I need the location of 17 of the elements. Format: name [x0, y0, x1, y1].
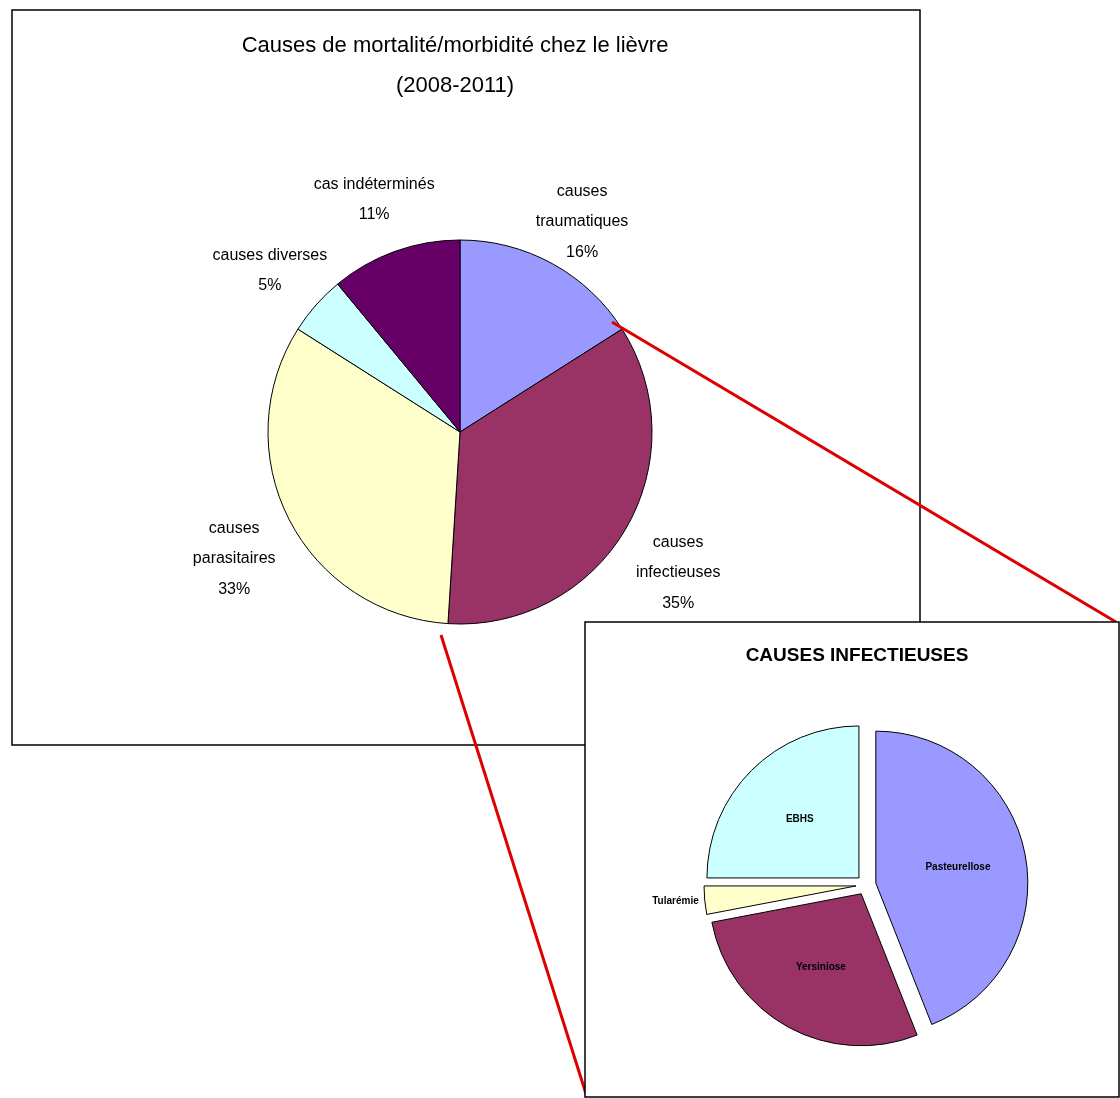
chart-subtitle: (2008-2011) [395, 72, 515, 97]
slice-label: causes infectieuses [635, 532, 721, 581]
slice-label: Yersiniose [795, 961, 847, 973]
slice-label: Pasteurellose [925, 861, 991, 873]
slice-label: Tularémie [652, 894, 700, 906]
data-label: 16% [566, 242, 599, 260]
chart-title: Causes de mortalité/morbidité chez le lièvre [241, 32, 669, 57]
data-label: 35% [662, 593, 695, 611]
data-label: 11% [358, 205, 390, 223]
slice-label: cas indéterminés [313, 174, 435, 192]
slice-label: causes diverses [212, 245, 328, 263]
data-label: 33% [218, 579, 251, 597]
slice-label: causes parasitaires [192, 518, 276, 567]
slice-label: EBHS [785, 812, 815, 824]
slice-label: causes traumatiques [535, 181, 629, 230]
chart-title: CAUSES INFECTIEUSES [745, 644, 969, 665]
data-label: 5% [258, 276, 282, 294]
